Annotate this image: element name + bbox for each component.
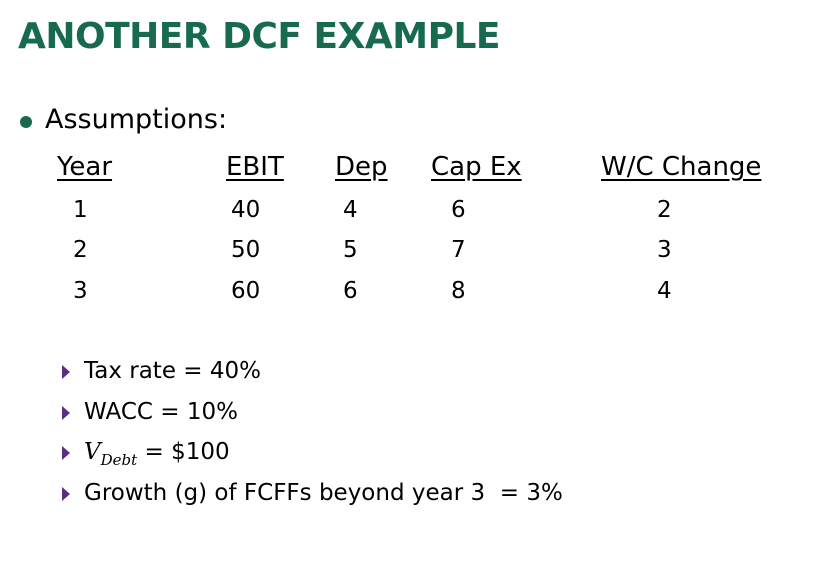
table-cell: 40 bbox=[231, 197, 261, 223]
sub-bullet: VDebt = $100 bbox=[84, 439, 230, 469]
table-cell: 50 bbox=[231, 237, 261, 263]
table-header: Dep bbox=[335, 152, 388, 182]
table-cell: 6 bbox=[343, 278, 358, 304]
slide-title: ANOTHER DCF EXAMPLE bbox=[18, 16, 501, 57]
table-cell: 2 bbox=[73, 237, 88, 263]
math-symbol: V bbox=[84, 439, 101, 466]
sub-bullet-text: Tax rate = 40% bbox=[84, 358, 261, 384]
sub-bullet-marker bbox=[62, 487, 70, 502]
table-cell: 6 bbox=[451, 197, 466, 223]
sub-bullet: WACC = 10% bbox=[84, 399, 238, 425]
table-cell: 5 bbox=[343, 237, 358, 263]
sub-bullet-text: = $100 bbox=[137, 439, 230, 466]
math-subscript: Debt bbox=[100, 451, 138, 470]
table-cell: 8 bbox=[451, 278, 466, 304]
sub-bullet-marker bbox=[62, 405, 70, 420]
table-header: EBIT bbox=[226, 152, 284, 182]
table-cell: 4 bbox=[343, 197, 358, 223]
sub-bullet-text: Growth (g) of FCFFs beyond year 3 = 3% bbox=[84, 480, 563, 507]
sub-bullet: Growth (g) of FCFFs beyond year 3 = 3% bbox=[84, 480, 563, 506]
table-cell: 4 bbox=[657, 278, 672, 304]
table-cell: 2 bbox=[657, 197, 672, 223]
sub-bullet-marker bbox=[62, 446, 70, 461]
table-header: Year bbox=[57, 152, 113, 182]
table-header: W/C Change bbox=[601, 152, 762, 182]
bullet-dot bbox=[20, 116, 32, 128]
table-cell: 3 bbox=[73, 278, 88, 304]
table-cell: 60 bbox=[231, 278, 261, 304]
bullet-text: Assumptions: bbox=[45, 104, 228, 135]
table-header: Cap Ex bbox=[431, 152, 522, 182]
table-cell: 1 bbox=[73, 197, 88, 223]
sub-bullet-marker bbox=[62, 365, 70, 379]
table-cell: 3 bbox=[657, 237, 672, 263]
sub-bullet-text: WACC = 10% bbox=[84, 398, 238, 425]
sub-bullet: Tax rate = 40% bbox=[84, 358, 261, 384]
table-cell: 7 bbox=[451, 237, 466, 263]
